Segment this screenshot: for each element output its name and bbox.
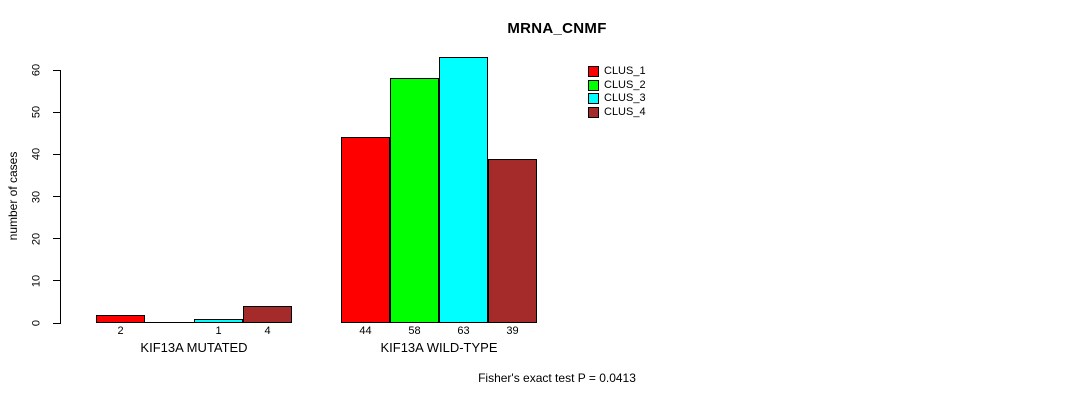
bar-clus_4-mutated [243,306,292,323]
bar-value-label: 39 [506,325,519,337]
y-axis-tick [53,322,60,324]
bar-value-label: 1 [215,325,222,337]
legend-swatch-clus_4 [588,107,599,119]
bar-clus_3-mutated [194,319,243,323]
legend-swatch-clus_1 [588,66,599,77]
bar-clus_1-wild-type [341,137,390,323]
bar-value-label: 2 [117,325,124,337]
y-axis-tick [53,69,60,71]
y-axis-tick-label: 40 [30,148,43,161]
legend-label-clus_2: CLUS_2 [604,78,646,91]
y-axis-line [60,70,61,324]
x-group-label: KIF13A WILD-TYPE [380,340,498,355]
y-axis-tick [53,280,60,282]
y-axis-tick [53,111,60,113]
y-axis-tick-label: 60 [30,63,43,77]
y-axis-tick-label: 20 [30,232,43,245]
bar-value-label: 4 [264,325,271,337]
bar-value-label: 58 [408,325,421,337]
y-axis-tick [53,196,60,197]
y-axis-tick-label: 0 [30,319,43,327]
chart-title: MRNA_CNMF [507,20,607,37]
y-axis-tick-label: 30 [30,190,43,203]
y-axis-tick-label: 10 [30,274,43,287]
legend-label-clus_3: CLUS_3 [604,92,646,105]
bar-value-label: 44 [359,325,372,337]
legend-label-clus_4: CLUS_4 [604,106,646,119]
bar-clus_2-wild-type [390,78,439,323]
legend-swatch-clus_3 [588,93,599,105]
y-axis-tick [53,238,60,240]
legend-label-clus_1: CLUS_1 [604,65,646,77]
bar-clus_4-wild-type [488,159,537,323]
bar-clus_1-mutated [96,315,145,323]
bar-value-label: 63 [457,325,470,337]
bar-clus_3-wild-type [439,57,488,323]
y-axis-tick-label: 50 [30,106,43,119]
legend-swatch-clus_2 [588,79,599,91]
fisher-test-annotation: Fisher's exact test P = 0.0413 [478,371,636,385]
y-axis-tick [53,153,60,155]
bar-clus_2-mutated-zero-line [145,322,194,323]
x-group-label: KIF13A MUTATED [140,340,248,355]
